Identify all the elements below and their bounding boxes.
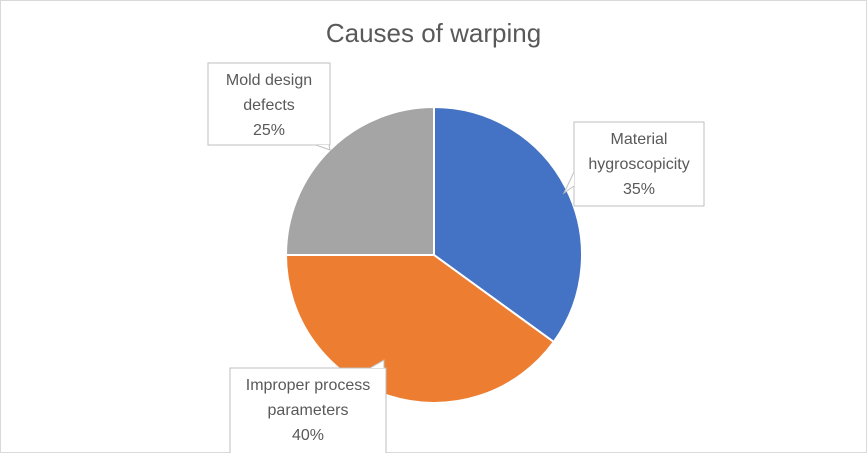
chart-title: Causes of warping — [325, 18, 542, 48]
pie-slice — [284, 105, 435, 256]
data-label-pointer — [369, 359, 385, 369]
data-label-callouts: Material hygroscopicity 35% Improper proces… — [207, 62, 705, 453]
data-label: Material hygroscopicity 35% — [562, 121, 705, 207]
pie-slices — [284, 105, 583, 404]
data-label-pointer — [315, 144, 331, 151]
slice-label: hygroscopicity — [588, 156, 689, 173]
slice-label: Material — [611, 131, 668, 148]
data-label: Mold design defects 25% — [207, 62, 331, 151]
slice-label: parameters — [268, 402, 349, 419]
slice-value-label: 25% — [253, 122, 285, 139]
slice-label: defects — [243, 97, 295, 114]
data-label-pointer — [562, 171, 575, 195]
data-label-box — [229, 367, 387, 453]
pie-slice — [433, 105, 583, 344]
data-label-box — [207, 62, 331, 146]
slice-label: Improper process — [246, 377, 371, 394]
slice-label: Mold design — [226, 72, 312, 89]
data-label: Improper process parameters 40% — [229, 359, 387, 453]
slice-value-label: 35% — [623, 181, 655, 198]
pie-slice — [284, 254, 556, 404]
data-label-box — [573, 121, 705, 207]
slice-value-label: 40% — [292, 427, 324, 444]
